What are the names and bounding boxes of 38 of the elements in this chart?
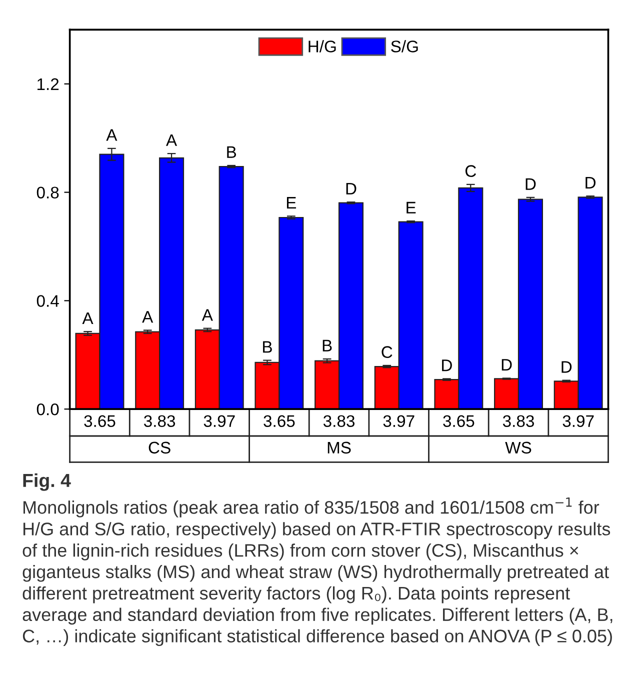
data-label: D <box>346 182 356 194</box>
y-tick-label: 0.8 <box>36 186 59 198</box>
text: MS <box>328 442 351 454</box>
x-tick-label: 3.97 <box>204 415 235 428</box>
y-tick-label: 0.4 <box>36 295 59 307</box>
data-label: C <box>465 165 476 177</box>
x-tick-label: 3.83 <box>502 415 534 428</box>
y-tick-label: 1.2 <box>38 78 59 90</box>
data-label: E <box>286 197 296 209</box>
x-tick-label: 3.97 <box>562 415 594 428</box>
data-label: D <box>586 177 596 188</box>
data-label: D <box>526 178 536 190</box>
x-tick-label: 3.83 <box>323 415 355 428</box>
data-label: A <box>82 312 94 324</box>
data-label: C <box>382 346 392 358</box>
data-label: D <box>502 359 512 371</box>
data-label: A <box>166 134 178 146</box>
x-tick-label: 3.65 <box>443 415 474 428</box>
text: WS <box>505 442 532 454</box>
data-label: B <box>322 340 332 352</box>
data-label: D <box>442 360 452 372</box>
x-tick-label: 3.83 <box>144 415 176 428</box>
data-label: A <box>202 309 213 321</box>
data-label: D <box>562 361 572 373</box>
text: Fig. 4 <box>23 473 71 491</box>
text: Monolignols ratios (peak area ratio of 835/1508 and 1601/1508 cm$^{−1}$ for H/G and S/G ratio, respectively) based on ATR-FTIR spectroscopy results of the lignin-rich residues (LRRs) from corn stover (CS), Miscanthus × giganteus stalks (MS) and wheat straw (WS) hydrothermally pretreated at different pretreatment severity factors (log R₀). Data points represent average and standard deviation from five replicates. Different letters (A, B, C, …) indicate significant statistical difference based on ANOVA (P ≤ 0.05) <box>22 498 612 646</box>
x-tick-label: 3.97 <box>383 415 414 428</box>
data-label: A <box>106 129 118 141</box>
text: CS <box>148 442 170 454</box>
x-tick-label: 3.65 <box>84 415 116 428</box>
data-label: B <box>227 146 236 158</box>
data-label: A <box>142 311 154 323</box>
legend-label: S/G <box>391 40 418 52</box>
x-tick-label: 3.65 <box>264 415 295 428</box>
y-tick-label: 0.0 <box>36 403 59 416</box>
data-label: B <box>263 341 272 353</box>
legend-label: H/G <box>308 40 336 52</box>
data-label: E <box>406 202 416 214</box>
